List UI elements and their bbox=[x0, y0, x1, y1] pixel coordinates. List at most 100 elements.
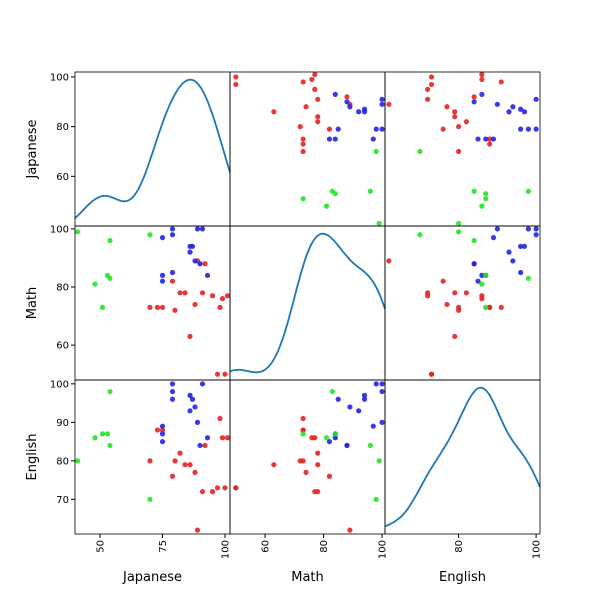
point bbox=[483, 304, 489, 310]
point bbox=[471, 188, 477, 194]
cell-frame bbox=[74, 225, 231, 381]
point bbox=[107, 237, 113, 244]
point bbox=[159, 235, 166, 241]
point bbox=[312, 86, 318, 92]
point bbox=[309, 76, 315, 83]
cell-frame bbox=[229, 225, 386, 381]
point bbox=[479, 293, 485, 299]
y-tick-label: 60 bbox=[56, 341, 69, 352]
point bbox=[332, 431, 338, 437]
point bbox=[147, 232, 153, 238]
x-axis-label: Japanese bbox=[122, 570, 182, 585]
point bbox=[456, 124, 462, 130]
cell-frame bbox=[229, 379, 386, 535]
point bbox=[187, 462, 193, 468]
point bbox=[498, 304, 504, 310]
point bbox=[347, 404, 353, 410]
y-tick-label: 100 bbox=[50, 72, 69, 83]
point bbox=[159, 431, 166, 437]
point bbox=[169, 226, 176, 232]
point bbox=[202, 442, 208, 449]
point bbox=[312, 435, 318, 441]
point bbox=[444, 301, 450, 308]
point bbox=[271, 109, 277, 115]
point bbox=[147, 304, 153, 310]
x-tick-label: 60 bbox=[261, 540, 272, 553]
point bbox=[356, 408, 362, 414]
point bbox=[487, 304, 493, 310]
point bbox=[92, 281, 98, 287]
cell-frame bbox=[74, 71, 231, 227]
point bbox=[187, 408, 193, 414]
point bbox=[99, 304, 106, 310]
point bbox=[386, 258, 392, 264]
point bbox=[344, 94, 350, 100]
point bbox=[209, 489, 216, 495]
point bbox=[169, 396, 176, 402]
point bbox=[182, 462, 188, 468]
point bbox=[271, 462, 277, 468]
point bbox=[479, 203, 485, 209]
point bbox=[471, 261, 477, 267]
point bbox=[373, 381, 379, 387]
point bbox=[326, 473, 333, 479]
point bbox=[154, 304, 161, 310]
point bbox=[487, 141, 493, 147]
point bbox=[521, 109, 528, 115]
point bbox=[518, 106, 524, 112]
point bbox=[376, 220, 382, 227]
point bbox=[471, 99, 477, 105]
point bbox=[452, 109, 458, 115]
point bbox=[159, 278, 166, 284]
point bbox=[303, 469, 309, 475]
point bbox=[222, 371, 228, 377]
x-tick-label: 80 bbox=[319, 540, 330, 553]
point bbox=[194, 527, 201, 533]
point bbox=[479, 91, 485, 97]
y-tick-label: 100 bbox=[50, 224, 69, 235]
point bbox=[428, 371, 435, 377]
point bbox=[187, 333, 193, 340]
cell-frame bbox=[384, 225, 541, 381]
point bbox=[312, 489, 318, 495]
point bbox=[440, 278, 446, 284]
point bbox=[490, 235, 497, 241]
point bbox=[159, 272, 166, 278]
point bbox=[483, 136, 489, 142]
point bbox=[315, 114, 321, 120]
point bbox=[300, 79, 306, 85]
point bbox=[533, 232, 539, 238]
point bbox=[192, 258, 198, 264]
x-tick-label: 75 bbox=[158, 540, 169, 553]
point bbox=[479, 281, 485, 287]
point bbox=[471, 94, 477, 100]
point bbox=[428, 81, 435, 88]
point bbox=[300, 136, 306, 142]
point bbox=[425, 86, 431, 92]
point bbox=[204, 435, 211, 441]
point bbox=[373, 496, 379, 502]
point bbox=[323, 203, 330, 209]
point bbox=[335, 126, 341, 132]
point bbox=[379, 101, 385, 107]
point bbox=[379, 96, 385, 102]
point bbox=[347, 104, 353, 110]
point bbox=[367, 188, 373, 194]
y-tick-label: 80 bbox=[56, 456, 69, 467]
point bbox=[159, 423, 166, 429]
point bbox=[510, 258, 516, 264]
point bbox=[159, 304, 166, 310]
point bbox=[197, 261, 203, 267]
cell-frame bbox=[74, 379, 231, 535]
point bbox=[315, 462, 321, 468]
point bbox=[187, 392, 193, 398]
point bbox=[74, 229, 81, 235]
point bbox=[475, 278, 481, 284]
point bbox=[475, 136, 481, 142]
point bbox=[510, 104, 516, 110]
point bbox=[487, 136, 493, 142]
point bbox=[147, 496, 153, 502]
x-tick-label: 50 bbox=[96, 540, 107, 553]
point bbox=[192, 469, 198, 475]
point bbox=[177, 290, 183, 296]
